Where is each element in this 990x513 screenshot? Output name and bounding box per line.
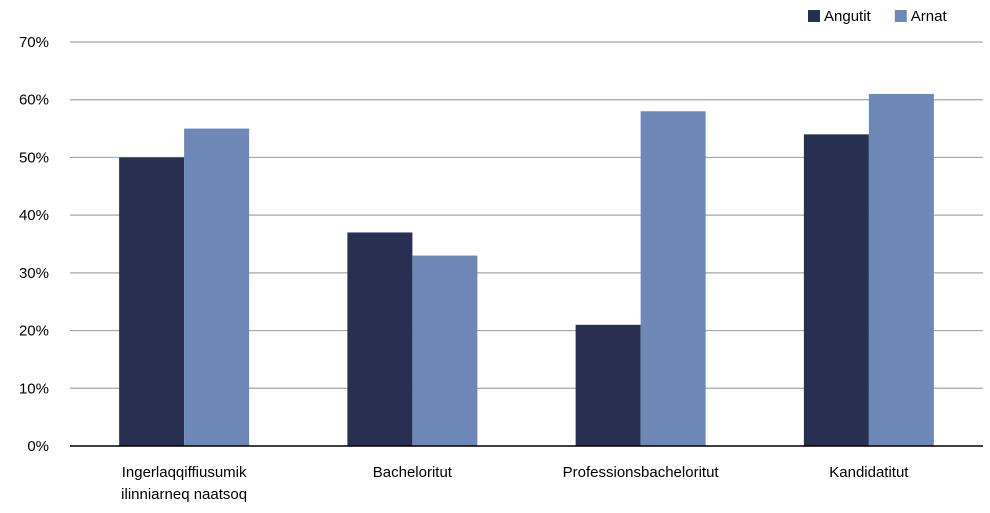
- bar-arnat: [412, 255, 478, 446]
- legend: Angutit Arnat: [808, 8, 947, 25]
- x-axis-category-labels: Ingerlaqqiffiusumik ilinniarneq naatsoq Ba…: [121, 464, 909, 503]
- bar-arnat: [640, 111, 706, 446]
- y-tick-label: 40%: [19, 207, 49, 224]
- x-category-label: Bacheloritut: [373, 464, 453, 481]
- y-axis-tick-labels: 0% 10% 20% 30% 40% 50% 60% 70%: [19, 34, 49, 455]
- x-category-label: Professionsbacheloritut: [563, 464, 720, 481]
- y-tick-label: 10%: [19, 380, 49, 397]
- bar-arnat: [868, 93, 934, 446]
- legend-label-arnat: Arnat: [911, 8, 948, 25]
- bar-angutit: [575, 324, 641, 446]
- y-tick-label: 70%: [19, 34, 49, 51]
- bar-angutit: [347, 232, 413, 446]
- y-tick-label: 50%: [19, 149, 49, 166]
- y-tick-label: 20%: [19, 323, 49, 340]
- bar-angutit: [803, 134, 869, 447]
- bar-arnat: [184, 128, 250, 447]
- legend-label-angutit: Angutit: [824, 8, 872, 25]
- legend-swatch-angutit: [808, 10, 820, 22]
- y-tick-label: 0%: [27, 438, 49, 455]
- y-tick-label: 60%: [19, 92, 49, 109]
- bar-angutit: [119, 157, 185, 446]
- legend-swatch-arnat: [894, 10, 907, 22]
- y-tick-label: 30%: [19, 265, 49, 282]
- bars: [119, 93, 934, 447]
- x-category-label: Kandidatitut: [829, 464, 909, 481]
- x-category-label: Ingerlaqqiffiusumik ilinniarneq naatsoq: [121, 464, 247, 503]
